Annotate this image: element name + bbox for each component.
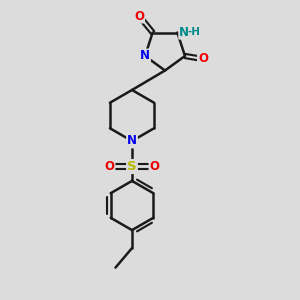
Text: O: O xyxy=(149,160,160,173)
Text: N: N xyxy=(179,26,189,39)
Text: -H: -H xyxy=(188,27,201,37)
Text: N: N xyxy=(127,134,137,148)
Text: S: S xyxy=(127,160,137,173)
Text: O: O xyxy=(134,10,144,22)
Text: N: N xyxy=(140,50,150,62)
Text: O: O xyxy=(198,52,208,65)
Text: O: O xyxy=(104,160,115,173)
